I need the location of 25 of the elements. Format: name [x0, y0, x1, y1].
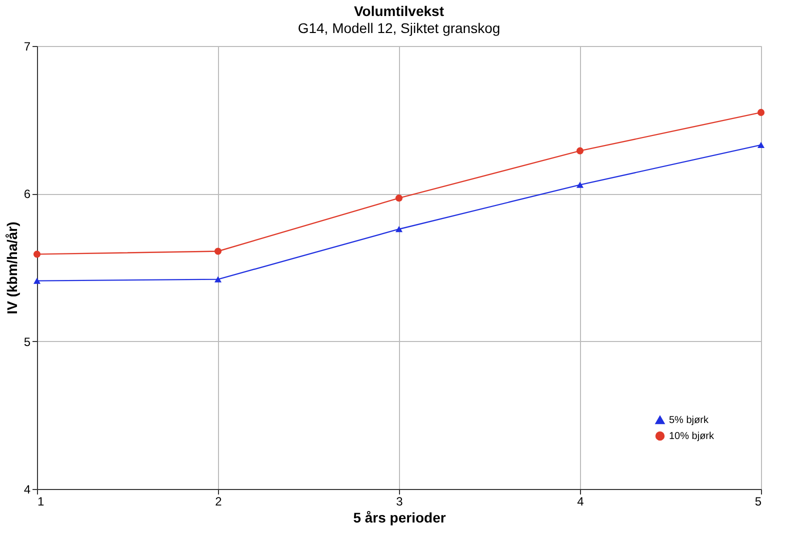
chart-subtitle: G14, Modell 12, Sjiktet granskog	[298, 20, 500, 36]
y-tick-label: 6	[24, 187, 31, 202]
legend-label: 10% bjørk	[669, 431, 716, 442]
y-tick-label: 7	[24, 40, 31, 54]
point	[33, 278, 41, 284]
chart-title: Volumtilvekst	[354, 3, 444, 19]
x-tick-label: 4	[577, 494, 584, 508]
x-tick-label: 3	[396, 494, 404, 508]
x-tick-label: 2	[215, 494, 222, 508]
x-tick-label: 1	[38, 494, 44, 508]
point	[395, 194, 403, 202]
y-axis-title: IV (kbm/ha/år)	[4, 222, 20, 314]
point	[214, 276, 222, 282]
x-axis-title: 5 års perioder	[353, 510, 446, 526]
point	[576, 182, 584, 188]
point	[395, 226, 403, 232]
point	[33, 250, 41, 258]
point	[576, 147, 584, 154]
point	[757, 142, 765, 148]
y-tick-label: 4	[24, 482, 31, 496]
legend-label: 5% bjørk	[669, 415, 710, 426]
point	[757, 108, 765, 116]
x-tick-label: 5	[754, 494, 762, 508]
point	[214, 248, 222, 255]
y-tick-label: 5	[24, 334, 31, 349]
